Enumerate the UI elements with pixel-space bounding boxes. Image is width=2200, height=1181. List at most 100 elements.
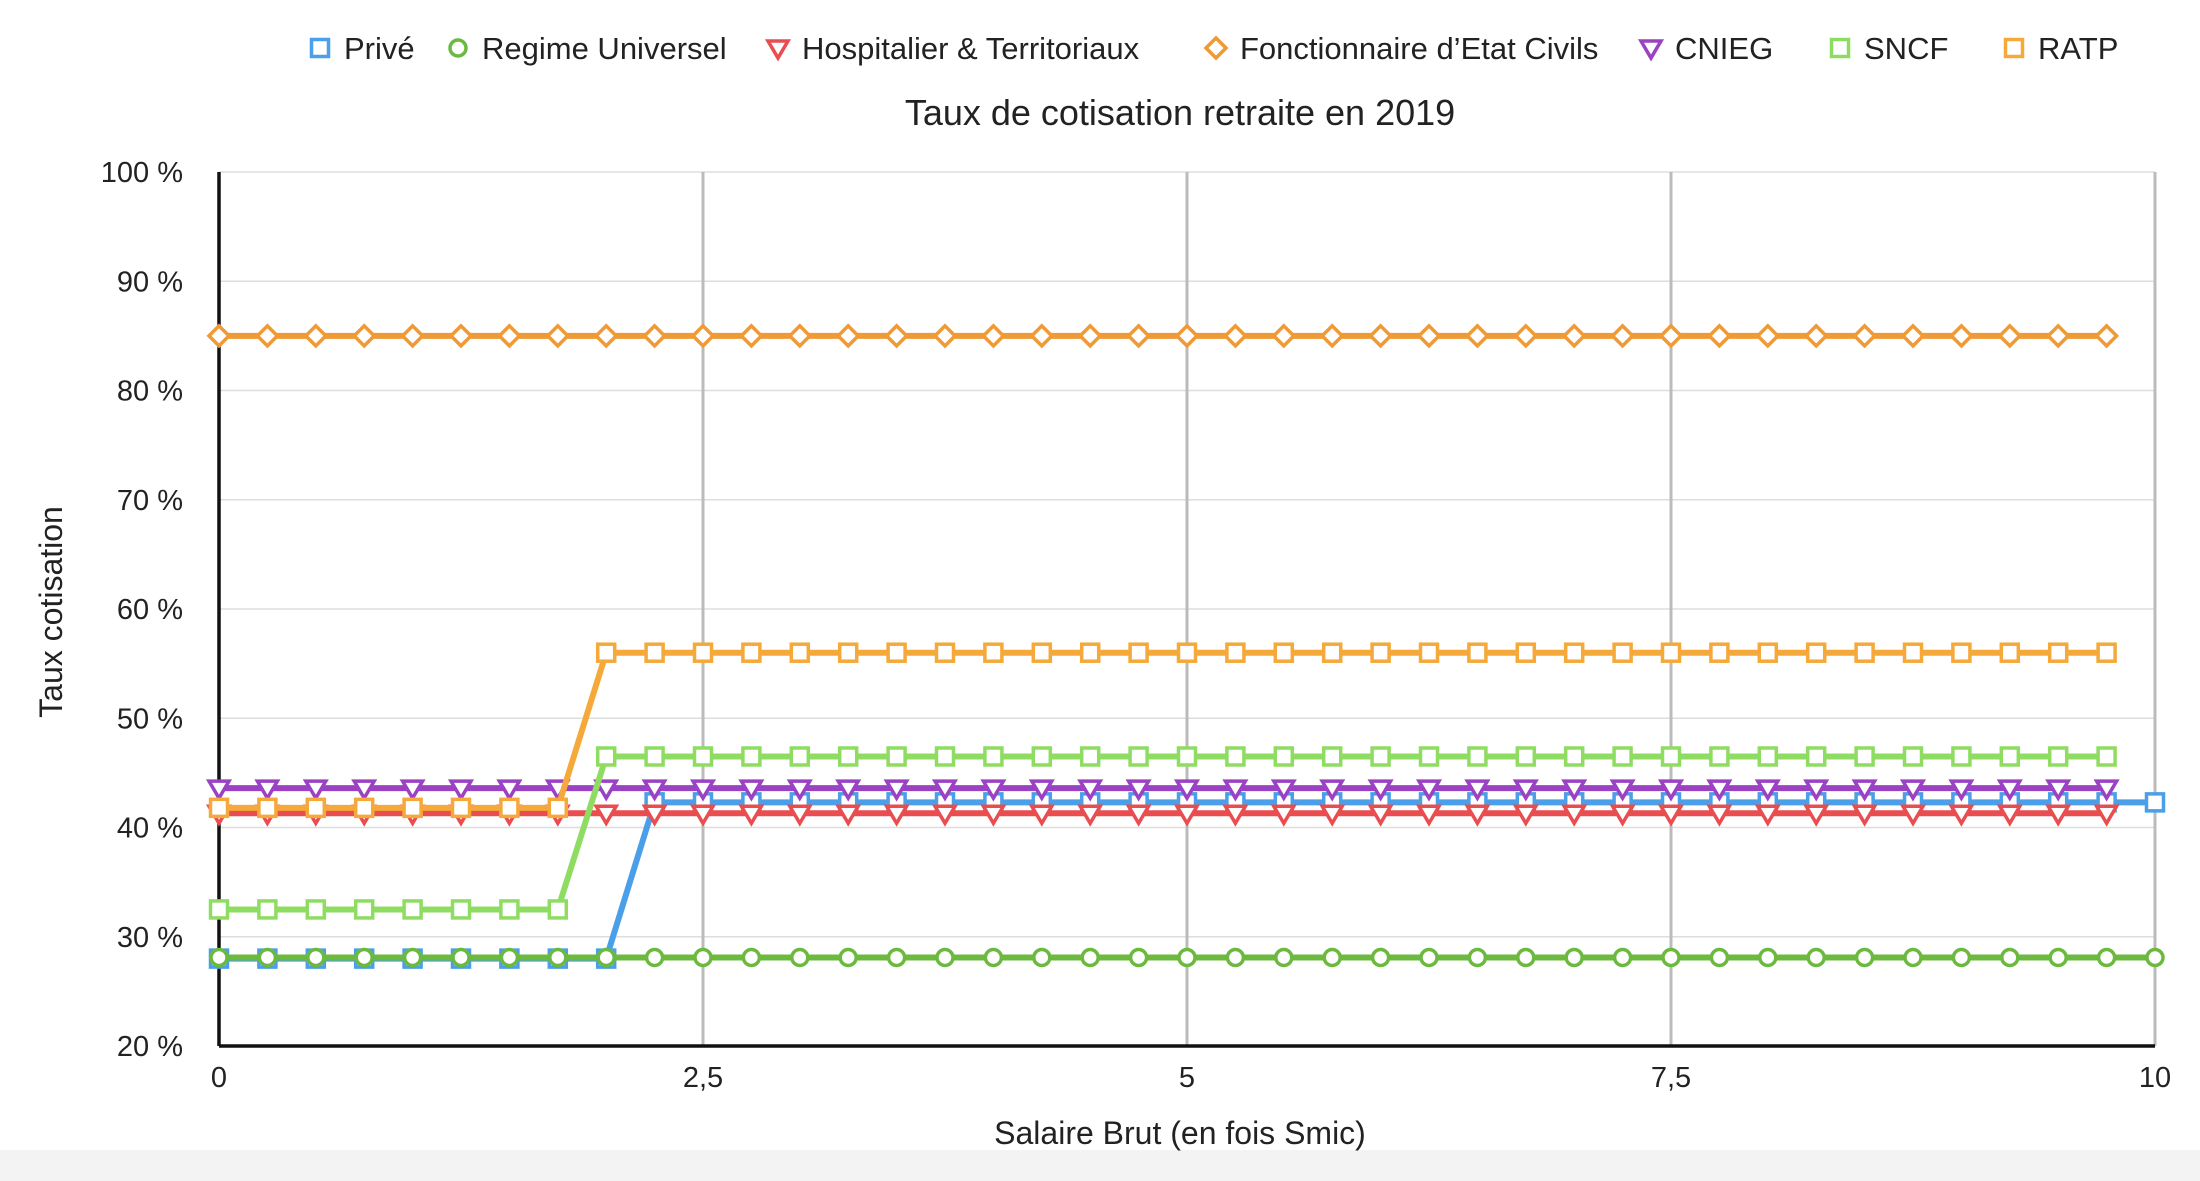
data-point: [1370, 947, 1391, 968]
data-point: [499, 899, 520, 920]
data-point: [932, 323, 958, 349]
data-point: [741, 947, 762, 968]
data-point: [303, 323, 329, 349]
legend-label: Regime Universel: [482, 31, 727, 66]
data-point: [1951, 746, 1972, 767]
data-point: [1996, 804, 2023, 827]
data-point: [1999, 746, 2021, 767]
data-point: [1176, 642, 1198, 663]
data-point: [1851, 804, 1878, 827]
data-point: [2144, 792, 2166, 813]
legend-label: Fonctionnaire d’Etat Civils: [1240, 31, 1598, 66]
data-point: [931, 804, 959, 827]
data-point: [786, 804, 813, 827]
data-point: [451, 947, 471, 968]
data-point: [351, 323, 377, 349]
data-point: [1512, 779, 1539, 802]
data-point: [1077, 323, 1103, 349]
series-cnieg: [205, 779, 2120, 802]
data-point: [257, 797, 278, 819]
data-point: [886, 642, 907, 663]
data-point: [935, 947, 955, 968]
data-point: [1079, 746, 1101, 767]
data-point: [208, 797, 230, 819]
data-point: [450, 899, 472, 920]
data-point: [837, 642, 859, 663]
data-point: [738, 779, 765, 802]
data-point: [1709, 642, 1730, 663]
data-point: [741, 642, 762, 663]
series-ratp: [208, 642, 2117, 819]
data-point: [642, 323, 668, 349]
data-point: [934, 746, 956, 767]
data-point: [837, 746, 859, 767]
data-point: [1225, 947, 1246, 968]
x-tick-label: 10: [2139, 1062, 2171, 1094]
data-point: [838, 947, 858, 968]
data-point: [1174, 323, 1200, 349]
data-point: [1319, 804, 1346, 827]
data-point: [1274, 947, 1294, 968]
data-point: [983, 947, 1004, 968]
data-point: [1515, 746, 1537, 767]
data-point: [1851, 779, 1878, 802]
data-point: [1079, 642, 1101, 663]
data-point: [1997, 323, 2023, 349]
data-point: [2096, 642, 2117, 663]
data-point: [2000, 947, 2020, 968]
y-tick-label: 70 %: [117, 485, 183, 517]
legend-label: Hospitalier & Territoriaux: [802, 31, 1140, 66]
data-point: [689, 779, 717, 802]
data-point: [1416, 323, 1442, 349]
data-point: [1319, 779, 1346, 802]
data-point: [1660, 642, 1682, 663]
data-point: [1273, 642, 1295, 663]
data-point: [1177, 947, 1197, 968]
data-point: [1561, 804, 1588, 827]
data-point: [1080, 947, 1100, 968]
data-point: [1899, 779, 1927, 802]
data-point: [1125, 779, 1152, 802]
data-point: [1709, 746, 1730, 767]
data-point: [1319, 323, 1345, 349]
data-point: [206, 323, 232, 349]
legend-item-hospitalier-territoriaux: Hospitalier & Territoriaux: [764, 31, 1140, 66]
data-point: [596, 947, 616, 968]
data-point: [787, 323, 813, 349]
data-point: [2096, 746, 2117, 767]
series-line: [219, 649, 2107, 811]
data-point: [1757, 746, 1779, 767]
series-layer: [205, 323, 2166, 969]
data-point: [209, 947, 229, 968]
grid: [219, 171, 2157, 1046]
data-point: [2047, 642, 2069, 663]
data-point: [1367, 804, 1394, 827]
data-point: [980, 804, 1007, 827]
data-point: [1173, 779, 1201, 802]
y-tick-label: 50 %: [117, 703, 183, 735]
data-point: [693, 947, 713, 968]
data-point: [886, 947, 907, 968]
data-point: [690, 323, 716, 349]
data-point: [1126, 323, 1152, 349]
x-tick-label: 0: [211, 1062, 227, 1094]
data-point: [980, 323, 1006, 349]
data-point: [1225, 642, 1246, 663]
data-point: [1754, 804, 1781, 827]
data-point: [644, 947, 665, 968]
data-point: [400, 323, 426, 349]
legend-marker: [2003, 37, 2025, 59]
data-point: [1321, 642, 1343, 663]
y-axis-ticks: 20 % 30 % 40 % 50 % 60 % 70 % 80 % 90 % 100 %: [101, 157, 183, 1063]
data-point: [1270, 779, 1297, 802]
data-point: [1173, 804, 1201, 827]
data-point: [1854, 642, 1875, 663]
legend-label: RATP: [2038, 31, 2118, 66]
data-point: [886, 746, 907, 767]
series-line: [219, 753, 2107, 913]
data-point: [1903, 947, 1923, 968]
data-point: [1660, 746, 1682, 767]
data-point: [641, 779, 668, 802]
data-point: [351, 779, 378, 802]
data-point: [1561, 779, 1588, 802]
